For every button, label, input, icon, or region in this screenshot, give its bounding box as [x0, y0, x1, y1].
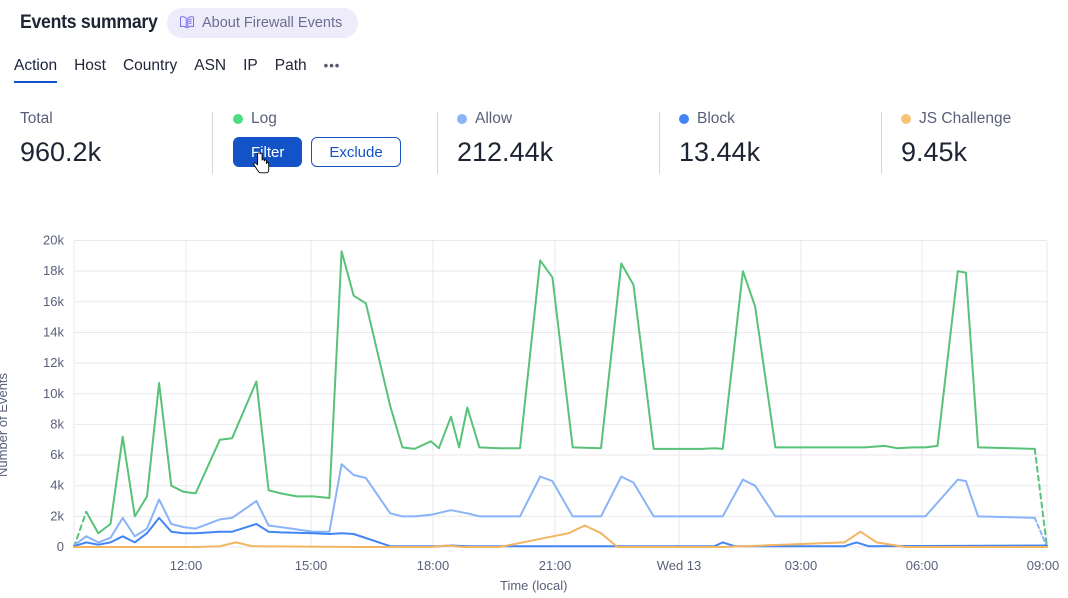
- svg-text:20k: 20k: [43, 233, 64, 248]
- svg-text:8k: 8k: [50, 416, 64, 431]
- svg-text:03:00: 03:00: [785, 558, 818, 573]
- svg-text:12:00: 12:00: [170, 558, 203, 573]
- svg-text:10k: 10k: [43, 386, 64, 401]
- svg-text:6k: 6k: [50, 447, 64, 462]
- svg-text:12k: 12k: [43, 355, 64, 370]
- svg-text:16k: 16k: [43, 294, 64, 309]
- svg-text:21:00: 21:00: [539, 558, 572, 573]
- svg-text:15:00: 15:00: [295, 558, 328, 573]
- svg-text:18:00: 18:00: [417, 558, 450, 573]
- svg-text:2k: 2k: [50, 508, 64, 523]
- svg-text:09:00: 09:00: [1027, 558, 1060, 573]
- svg-text:06:00: 06:00: [906, 558, 939, 573]
- svg-text:18k: 18k: [43, 263, 64, 278]
- svg-text:14k: 14k: [43, 324, 64, 339]
- svg-text:Wed 13: Wed 13: [657, 558, 702, 573]
- svg-text:4k: 4k: [50, 478, 64, 493]
- svg-text:0: 0: [57, 539, 64, 554]
